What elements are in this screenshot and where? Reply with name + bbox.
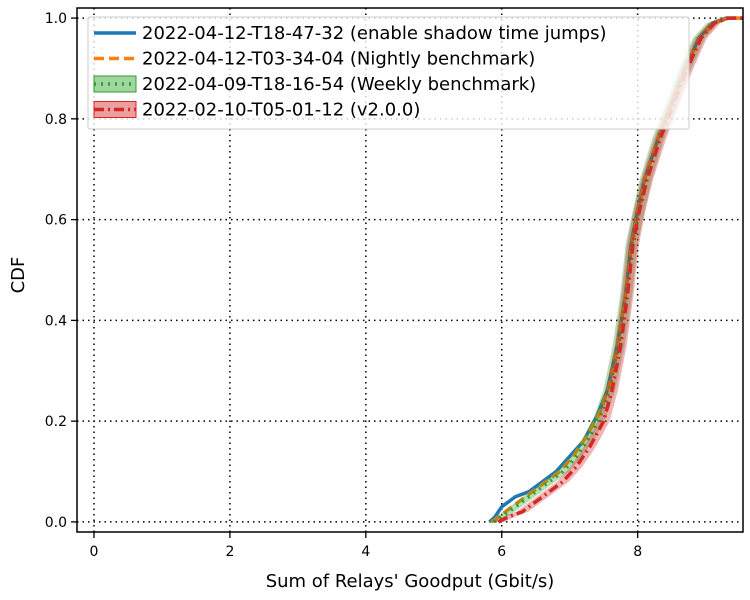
y-tick-label-5: 1.0	[45, 11, 67, 27]
x-tick-label-2: 4	[361, 544, 370, 560]
y-tick-label-3: 0.6	[45, 213, 67, 229]
x-tick-label-4: 8	[633, 544, 642, 560]
legend-label-2: 2022-04-09-T18-16-54 (Weekly benchmark)	[142, 74, 536, 95]
x-tick-label-1: 2	[225, 544, 234, 560]
plot-area	[487, 16, 743, 524]
series-2-line	[492, 16, 743, 524]
x-tick-label-0: 0	[90, 544, 99, 560]
y-tick-label-2: 0.4	[45, 313, 67, 329]
plot-frame	[76, 7, 744, 533]
series-1-line	[490, 16, 743, 524]
y-axis-label: CDF	[8, 257, 29, 294]
legend: 2022-04-12-T18-47-32 (enable shadow time…	[87, 16, 690, 130]
y-tick-label-1: 0.2	[45, 414, 67, 430]
axes: 0 2 4 6 8 0.0 0.2 0.4 0.6 0.8 1.0	[45, 7, 744, 560]
x-axis-label: Sum of Relays' Goodput (Gbit/s)	[266, 571, 555, 592]
legend-label-0: 2022-04-12-T18-47-32 (enable shadow time…	[142, 23, 606, 44]
legend-label-3: 2022-02-10-T05-01-12 (v2.0.0)	[142, 100, 420, 121]
x-tick-label-3: 6	[497, 544, 506, 560]
y-tick-label-4: 0.8	[45, 112, 67, 128]
legend-label-1: 2022-04-12-T03-34-04 (Nightly benchmark)	[142, 49, 535, 70]
y-tick-label-0: 0.0	[45, 515, 67, 531]
legend-box	[87, 16, 690, 130]
